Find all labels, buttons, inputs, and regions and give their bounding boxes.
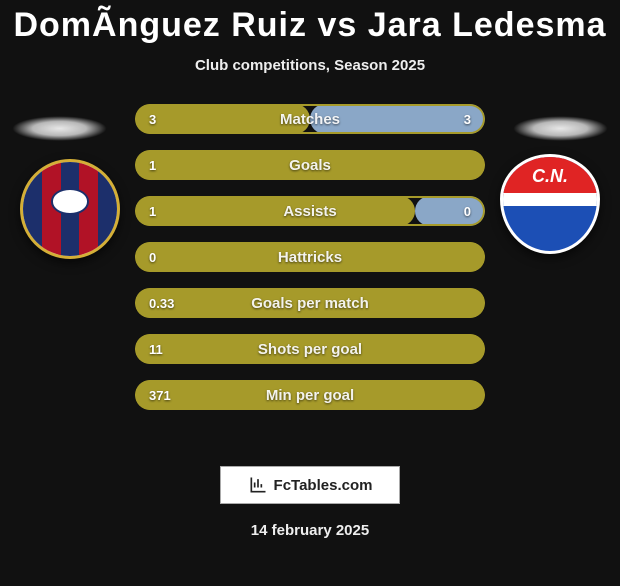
spotlight-left [12, 116, 107, 141]
stat-label: Assists [135, 196, 485, 226]
crest-right: C.N. [500, 154, 600, 254]
spotlight-right [513, 116, 608, 141]
stat-row: 1Goals [135, 150, 485, 180]
crest-left [20, 159, 120, 259]
date-text: 14 february 2025 [0, 522, 620, 539]
page-title: DomÃ­nguez Ruiz vs Jara Ledesma [0, 6, 620, 45]
stat-label: Goals per match [135, 288, 485, 318]
stat-label: Min per goal [135, 380, 485, 410]
stat-label: Matches [135, 104, 485, 134]
stat-label: Shots per goal [135, 334, 485, 364]
footer-brand-badge: FcTables.com [220, 466, 400, 504]
stat-row: 11Shots per goal [135, 334, 485, 364]
stat-row: 371Min per goal [135, 380, 485, 410]
stat-row: 10Assists [135, 196, 485, 226]
comparison-arena: C.N. 33Matches 1Goals 10Assists 0Hattricks 0… [0, 104, 620, 444]
stats-column: 33Matches 1Goals 10Assists 0Hattricks 0.33Go… [135, 104, 485, 426]
stat-row: 0Hattricks [135, 242, 485, 272]
stat-row: 33Matches [135, 104, 485, 134]
subtitle: Club competitions, Season 2025 [0, 57, 620, 74]
stat-label: Hattricks [135, 242, 485, 272]
stat-row: 0.33Goals per match [135, 288, 485, 318]
footer-brand-text: FcTables.com [274, 477, 373, 494]
stat-label: Goals [135, 150, 485, 180]
chart-icon [248, 475, 268, 495]
